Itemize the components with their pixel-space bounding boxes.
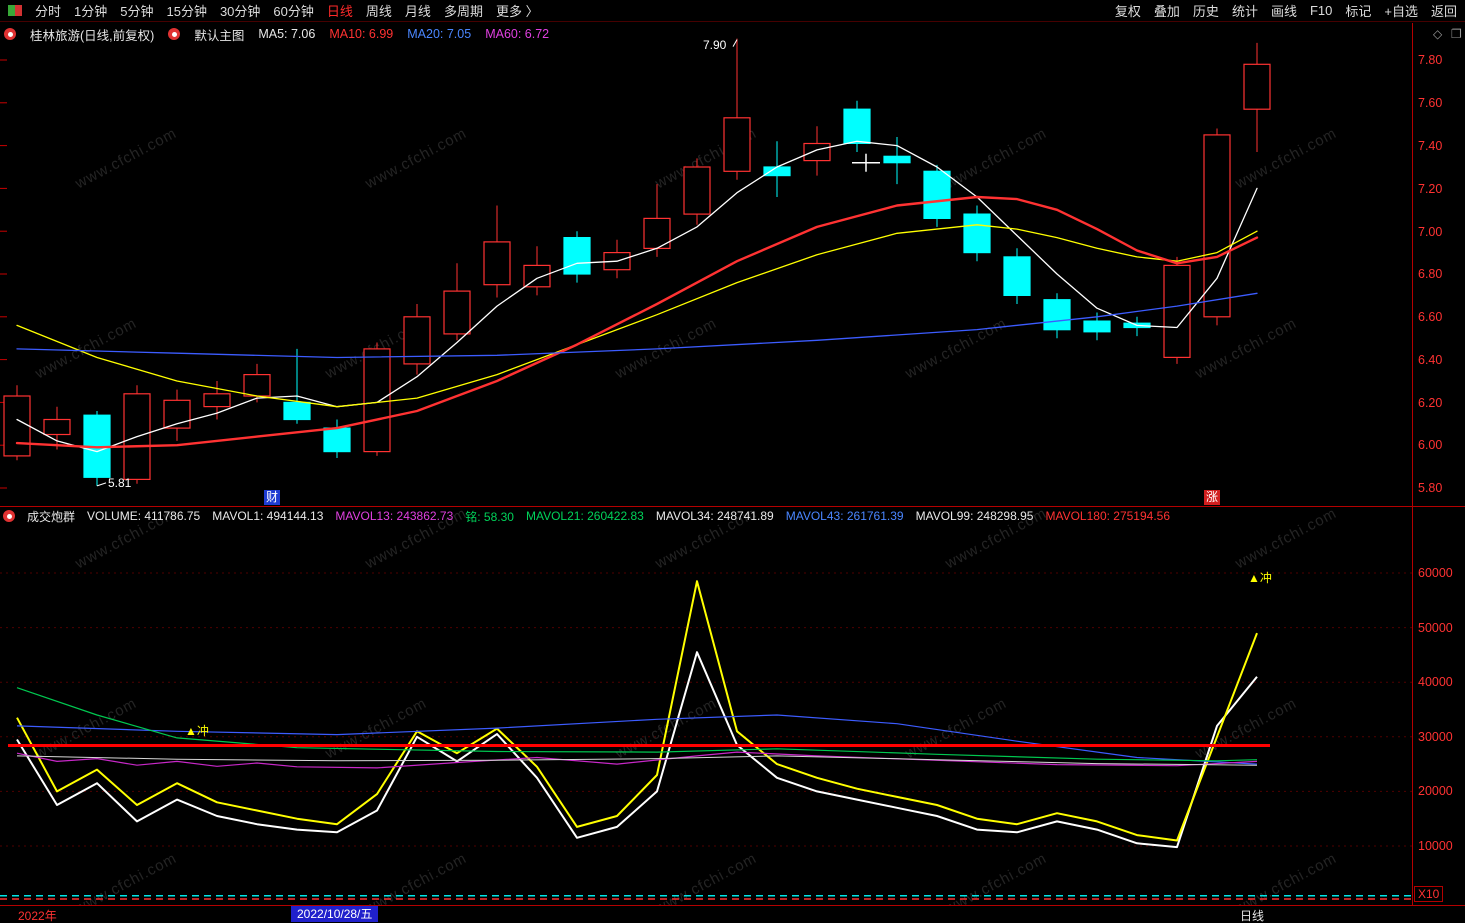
volume-panel-header: 成交炮群 VOLUME: 411786.75 MAVOL1: 494144.13…: [0, 508, 1412, 524]
menu-item-multiperiod[interactable]: 多周期: [443, 4, 483, 19]
app-logo-icon[interactable]: [8, 5, 22, 16]
indicator-value-mavol43: MAVOL43: 261761.39: [785, 509, 904, 523]
menu-item-overlay[interactable]: 叠加: [1153, 4, 1180, 19]
volume-axis-label: 30000: [1418, 730, 1453, 744]
menu-item-drawline[interactable]: 画线: [1270, 4, 1297, 19]
ma60-value: MA60: 6.72: [485, 27, 550, 41]
low-price-annotation: 5.81: [108, 476, 132, 490]
indicator-value-param: 铭: 58.30: [465, 509, 514, 524]
volume-axis-label: 50000: [1418, 621, 1453, 635]
volume-axis-label: 40000: [1418, 675, 1453, 689]
menu-item-1min[interactable]: 1分钟: [74, 4, 108, 19]
price-axis-label: 7.40: [1418, 139, 1443, 153]
menu-item-30min[interactable]: 30分钟: [219, 4, 261, 19]
menu-item-statistics[interactable]: 统计: [1231, 4, 1258, 19]
price-axis-label: 7.20: [1418, 182, 1443, 196]
menu-item-daily[interactable]: 日线: [326, 4, 353, 19]
menu-item-f10[interactable]: F10: [1309, 3, 1333, 18]
menu-item-fuquan[interactable]: 复权: [1114, 4, 1141, 19]
price-axis-label: 7.80: [1418, 53, 1443, 67]
indicator-icon[interactable]: [3, 510, 15, 522]
indicator-title[interactable]: 成交炮群: [27, 509, 76, 524]
menu-item-15min[interactable]: 15分钟: [166, 4, 207, 19]
period-toolbar: 分时 1分钟 5分钟 15分钟 30分钟 60分钟 日线 周线 月线 多周期 更…: [0, 0, 1465, 22]
diamond-icon[interactable]: ◇: [1433, 27, 1443, 41]
ma20-value: MA20: 7.05: [407, 27, 472, 41]
indicator-value-mavol99: MAVOL99: 248298.95: [915, 509, 1034, 523]
menu-item-history[interactable]: 历史: [1192, 4, 1219, 19]
stock-logo-icon: [4, 28, 16, 40]
indicator-value-mavol21: MAVOL21: 260422.83: [525, 509, 644, 523]
menu-item-weekly[interactable]: 周线: [365, 4, 392, 19]
date-axis-bar: 2022年 2022/10/28/五 日线: [0, 906, 1465, 923]
stock-info-bar: 桂林旅游(日线,前复权) 默认主图 MA5: 7.06 MA10: 6.99 M…: [0, 23, 1412, 45]
menu-item-60min[interactable]: 60分钟: [273, 4, 314, 19]
event-badge-left[interactable]: 财: [264, 490, 281, 505]
menu-item-5min[interactable]: 5分钟: [120, 4, 154, 19]
price-axis-label: 5.80: [1418, 481, 1443, 495]
indicator-value-mavol13: MAVOL13: 243862.73: [335, 509, 454, 523]
indicator-value-volume: VOLUME: 411786.75: [87, 509, 201, 523]
main-chart-selector[interactable]: 默认主图: [194, 28, 245, 43]
indicator-value-mavol1: MAVOL1: 494144.13: [212, 509, 324, 523]
menu-item-add-watchlist[interactable]: +自选: [1384, 4, 1418, 19]
main-chart-icon: [168, 28, 181, 40]
indicator-value-mavol180: MAVOL180: 275194.56: [1045, 509, 1171, 523]
bottom-divider: [0, 905, 1465, 906]
menu-item-back[interactable]: 返回: [1430, 4, 1457, 19]
price-axis-label: 7.00: [1418, 225, 1443, 239]
period-label: 日线: [1240, 909, 1265, 923]
selected-date-label[interactable]: 2022/10/28/五: [291, 906, 379, 922]
volume-axis-label: 20000: [1418, 784, 1453, 798]
panel-divider: [0, 506, 1465, 507]
price-axis-label: 6.60: [1418, 310, 1443, 324]
price-axis-label: 6.20: [1418, 396, 1443, 410]
volume-axis-label: 10000: [1418, 839, 1453, 853]
ma5-value: MA5: 7.06: [258, 27, 316, 41]
signal-marker-right: ▲冲: [1248, 571, 1272, 585]
price-axis-label: 6.80: [1418, 267, 1443, 281]
menu-item-monthly[interactable]: 月线: [404, 4, 431, 19]
volume-axis-label: 60000: [1418, 566, 1453, 580]
price-axis-label: 7.60: [1418, 96, 1443, 110]
price-axis-label: 6.00: [1418, 438, 1443, 452]
event-badge-right[interactable]: 涨: [1204, 490, 1221, 505]
stock-title: 桂林旅游(日线,前复权): [30, 28, 155, 43]
indicator-value-mavol34: MAVOL34: 248741.89: [655, 509, 774, 523]
menu-item-intraday[interactable]: 分时: [35, 4, 62, 19]
high-price-annotation: 7.90: [703, 38, 727, 52]
price-axis-label: 6.40: [1418, 353, 1443, 367]
signal-marker-left: ▲冲: [185, 724, 209, 738]
ma10-value: MA10: 6.99: [329, 27, 394, 41]
axis-frame-vertical: [1412, 23, 1413, 906]
menu-item-more[interactable]: 更多 〉: [495, 4, 539, 19]
year-label: 2022年: [18, 909, 57, 923]
split-window-icon[interactable]: ❐: [1451, 27, 1462, 41]
menu-item-mark[interactable]: 标记: [1345, 4, 1372, 19]
volume-scale-label: X10: [1414, 886, 1444, 902]
